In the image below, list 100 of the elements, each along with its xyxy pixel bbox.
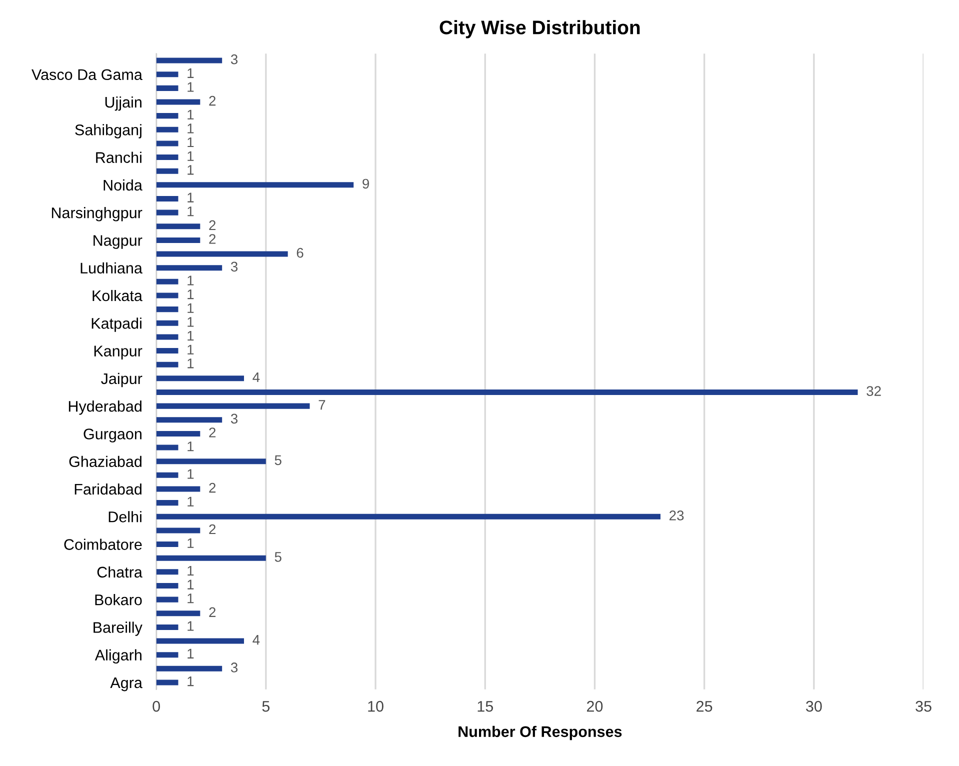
x-tick-label: 25 xyxy=(696,700,712,712)
bar xyxy=(156,666,222,672)
y-tick-label: Narsinghgpur xyxy=(52,207,142,222)
x-axis-title: Number Of Responses xyxy=(458,726,622,740)
bar xyxy=(156,624,178,630)
data-label: 1 xyxy=(188,137,194,148)
bar xyxy=(156,168,178,174)
bar xyxy=(156,182,354,188)
y-tick-label: Ludhiana xyxy=(80,262,142,274)
data-label: 1 xyxy=(188,330,194,341)
x-tick-label: 35 xyxy=(916,700,932,712)
data-label: 1 xyxy=(188,151,194,161)
y-tick-label: Nagpur xyxy=(94,235,142,249)
y-tick-label: Aligarh xyxy=(94,649,142,664)
x-tick-label: 10 xyxy=(368,700,384,712)
data-label: 1 xyxy=(188,358,194,368)
data-label: 1 xyxy=(188,676,194,686)
data-label: 9 xyxy=(362,178,369,189)
bar xyxy=(156,85,178,91)
bar xyxy=(156,196,178,202)
data-label: 1 xyxy=(188,538,194,548)
x-tick-label: 20 xyxy=(586,700,603,712)
bar xyxy=(156,486,200,492)
data-label: 3 xyxy=(230,662,238,672)
data-label: 1 xyxy=(188,206,194,216)
bar xyxy=(156,542,178,548)
bar xyxy=(156,251,288,257)
data-label: 1 xyxy=(188,82,194,92)
bar xyxy=(156,278,178,284)
bar xyxy=(156,569,178,575)
data-label: 3 xyxy=(230,414,238,424)
y-tick-label: Ranchi xyxy=(96,152,142,163)
y-tick-label: Bokaro xyxy=(95,594,142,606)
data-label: 1 xyxy=(188,276,194,286)
y-tick-label: Sahibganj xyxy=(75,124,142,138)
data-label: 1 xyxy=(188,192,194,202)
bar xyxy=(156,458,266,464)
y-tick-label: Vasco Da Gama xyxy=(32,69,142,80)
y-tick-label: Noida xyxy=(104,179,142,191)
data-label: 2 xyxy=(209,482,216,493)
data-label: 1 xyxy=(188,442,194,452)
y-tick-label: Agra xyxy=(110,678,142,692)
bar xyxy=(156,376,244,382)
data-label: 32 xyxy=(866,386,881,396)
y-tick-label: Kanpur xyxy=(94,346,142,360)
data-label: 2 xyxy=(209,524,216,534)
bar xyxy=(156,610,200,616)
x-tick-label: 30 xyxy=(806,700,822,712)
data-label: 5 xyxy=(274,552,282,562)
data-label: 1 xyxy=(188,496,194,506)
bar xyxy=(156,306,178,312)
y-tick-label: Katpadi xyxy=(92,318,142,332)
bar xyxy=(156,652,178,658)
bar xyxy=(156,334,178,340)
y-tick-label: Delhi xyxy=(108,511,142,522)
x-tick-label: 5 xyxy=(262,701,270,712)
data-label: 6 xyxy=(296,248,304,258)
bar xyxy=(156,417,222,423)
y-tick-label: Bareilly xyxy=(94,622,142,636)
bar xyxy=(156,113,178,119)
x-tick-label: 15 xyxy=(478,701,493,712)
data-label: 4 xyxy=(252,372,260,382)
data-label: 1 xyxy=(188,303,194,313)
data-label: 1 xyxy=(188,648,194,658)
y-tick-label: Coimbatore xyxy=(64,538,142,550)
bar xyxy=(156,348,178,354)
bar xyxy=(156,582,178,589)
bar xyxy=(156,224,200,230)
bar xyxy=(156,362,178,368)
bar xyxy=(156,72,178,78)
data-label: 2 xyxy=(209,428,216,438)
data-label: 3 xyxy=(230,262,238,272)
bar xyxy=(156,500,178,506)
bar xyxy=(156,99,200,105)
bar xyxy=(156,58,222,64)
bar xyxy=(156,126,178,132)
bar xyxy=(156,472,178,478)
y-tick-label: Kolkata xyxy=(92,290,142,302)
data-label: 4 xyxy=(252,635,260,645)
bar xyxy=(156,265,222,271)
data-label: 1 xyxy=(188,290,194,300)
bar xyxy=(156,444,178,450)
bar xyxy=(156,514,660,520)
bar xyxy=(156,292,178,298)
data-label: 1 xyxy=(188,621,194,631)
bar xyxy=(156,528,200,534)
chart-title: City Wise Distribution xyxy=(440,20,640,38)
data-label: 1 xyxy=(188,110,194,120)
y-tick-label: Ghaziabad xyxy=(69,456,142,468)
data-label: 3 xyxy=(230,54,238,64)
data-label: 2 xyxy=(209,220,216,230)
data-label: 2 xyxy=(209,607,216,617)
y-tick-label: Faridabad xyxy=(74,483,142,495)
data-label: 1 xyxy=(188,566,194,576)
data-label: 5 xyxy=(274,455,282,466)
data-label: 1 xyxy=(188,68,194,78)
data-label: 1 xyxy=(188,165,194,175)
data-label: 23 xyxy=(670,510,684,520)
bar xyxy=(156,680,178,686)
data-label: 1 xyxy=(188,344,194,354)
